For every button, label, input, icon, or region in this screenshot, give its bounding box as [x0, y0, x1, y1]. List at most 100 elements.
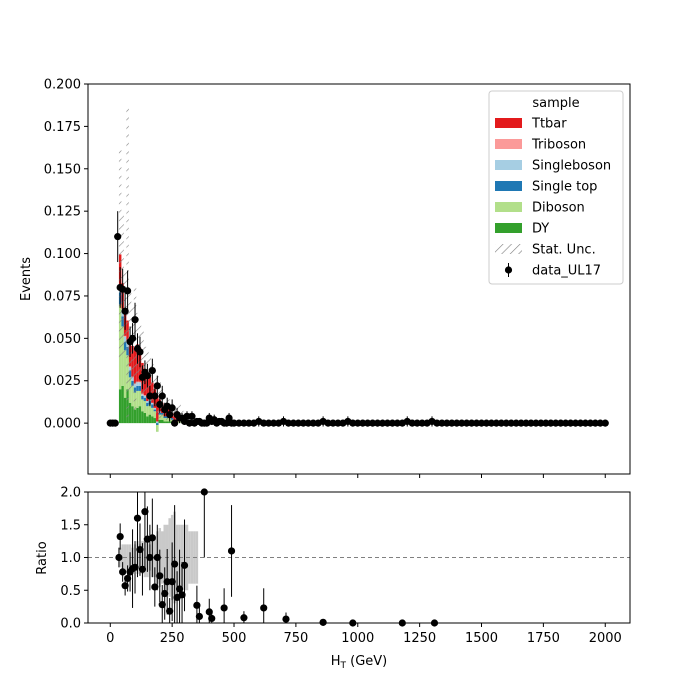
data-point [324, 419, 332, 427]
data-point [146, 392, 154, 400]
bar-diboson [131, 385, 134, 407]
bar-dy [131, 406, 134, 424]
legend-label-ttbar: Ttbar [531, 117, 567, 132]
legend-label-singleboson: Singleboson [532, 159, 611, 174]
ratio-point [153, 553, 161, 562]
data-point [596, 419, 604, 427]
y-tick-label: 0.050 [44, 332, 81, 347]
stat-unc-bin [141, 329, 144, 396]
bar-dy [136, 407, 139, 424]
ratio-point [319, 618, 327, 626]
ratio-unc-bin [161, 531, 164, 584]
data-point [383, 419, 392, 427]
ratio-unc-bin [190, 531, 194, 584]
data-point [171, 419, 179, 427]
bar-diboson [153, 411, 157, 419]
data-point [562, 419, 570, 427]
ratio-point [141, 508, 149, 516]
bar-dy [168, 421, 171, 424]
bar-diboson [143, 401, 147, 413]
ratio-point [178, 591, 186, 599]
legend-swatch-stat-unc- [495, 244, 522, 254]
data-point [156, 400, 164, 409]
legend-swatch-single-top [495, 181, 522, 191]
legend-label-triboson: Triboson [531, 138, 586, 153]
data-point [472, 419, 481, 427]
data-point [527, 419, 535, 427]
data-point [418, 419, 426, 427]
ratio-point [115, 553, 123, 562]
bar-dy [141, 411, 144, 424]
bar-single-top [143, 397, 147, 402]
bar-diboson [123, 350, 127, 398]
data-point [123, 287, 132, 295]
bar-singleboson [143, 396, 147, 398]
ratio-point [195, 612, 203, 621]
y-tick-label: 0.150 [44, 162, 81, 177]
data-point [507, 419, 515, 427]
ratio-point [163, 578, 171, 586]
bar-single-top [151, 404, 154, 408]
bar-diboson [136, 390, 139, 408]
data-point [148, 366, 156, 375]
ratio-y-tick-label: 2.0 [60, 486, 81, 501]
data-point [586, 419, 595, 427]
data-point [482, 419, 491, 427]
bar-singleboson [151, 402, 154, 405]
bar-triboson [143, 395, 147, 396]
data-point [158, 392, 166, 400]
y-tick-label: 0.175 [44, 120, 81, 135]
ratio-point [180, 561, 189, 569]
bar-single-top [156, 423, 159, 425]
ratio-unc-bin [175, 524, 179, 591]
data-point [245, 419, 253, 427]
data-point [393, 419, 401, 427]
bar-single-top [138, 385, 142, 391]
data-point [373, 419, 382, 427]
x-tick-label: 1500 [465, 631, 498, 646]
ratio-point [240, 614, 248, 622]
legend-label-diboson: Diboson [532, 201, 585, 216]
data-point [388, 419, 397, 427]
data-point [183, 412, 191, 420]
stat-unc-bin [126, 106, 129, 424]
ratio-unc-bin [126, 544, 129, 571]
bar-dy [151, 416, 154, 424]
legend-swatch-diboson [495, 202, 522, 212]
data-point [230, 419, 238, 427]
ratio-unc-bin [168, 518, 171, 597]
bar-diboson [146, 406, 149, 417]
bar-dy [148, 414, 152, 424]
data-point [522, 419, 530, 427]
data-point [537, 419, 545, 427]
data-point [143, 372, 151, 380]
x-tick-label: 1250 [403, 631, 436, 646]
legend-swatch-triboson [495, 139, 522, 149]
data-point [438, 419, 446, 427]
bar-dy [133, 409, 137, 424]
x-axis-label: HT (GeV) [331, 654, 388, 671]
main-y-axis-ticks: 0.000 0.025 0.050 0.075 0.100 0.125 0.150 0.175… [44, 78, 88, 432]
bar-dy [128, 402, 132, 424]
data-point [463, 419, 471, 427]
bar-diboson [151, 407, 154, 417]
ratio-unc-bin [163, 524, 166, 591]
x-tick-label: 750 [283, 631, 308, 646]
ratio-point [119, 568, 127, 576]
legend-swatch-dy [495, 223, 522, 233]
data-point [458, 419, 466, 427]
ratio-plot-panel: 0.0 0.5 1.0 1.5 2.0 0 250 500 750 1000 1250 1500 17… [35, 486, 631, 671]
data-point [354, 419, 362, 427]
data-points [106, 211, 609, 427]
ratio-point [282, 615, 290, 623]
bar-single-top [136, 385, 139, 391]
ratio-point [151, 583, 159, 591]
stat-unc-bin [118, 148, 122, 361]
bar-single-top [141, 396, 144, 400]
ratio-y-axis-ticks: 0.0 0.5 1.0 1.5 2.0 [60, 486, 88, 632]
legend-title: sample [532, 96, 579, 111]
y-tick-label: 0.100 [44, 247, 81, 262]
x-axis-label-main: H [331, 654, 341, 669]
y-tick-label: 0.075 [44, 289, 81, 304]
bar-dy [161, 419, 164, 424]
